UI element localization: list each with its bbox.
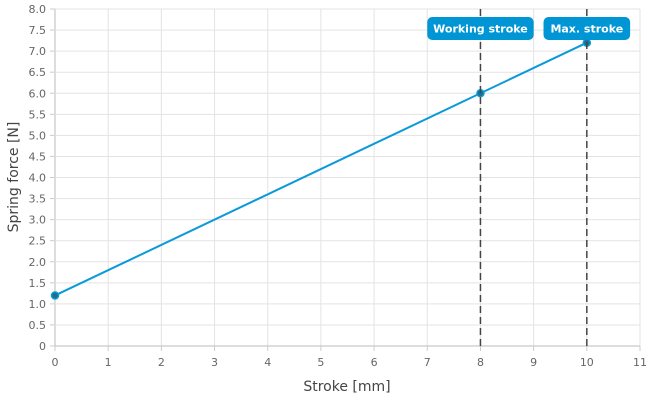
y-tick-label: 0 <box>39 340 46 353</box>
x-tick-label: 1 <box>105 356 112 369</box>
y-tick-label: 7.0 <box>29 45 47 58</box>
x-tick-label: 9 <box>530 356 537 369</box>
y-tick-label: 2.5 <box>29 235 47 248</box>
y-tick-label: 1.5 <box>29 277 47 290</box>
y-tick-label: 0.5 <box>29 319 47 332</box>
annotation-label: Max. stroke <box>550 23 623 36</box>
x-tick-label: 6 <box>371 356 378 369</box>
x-tick-label: 5 <box>317 356 324 369</box>
data-point <box>50 291 60 300</box>
y-tick-label: 5.0 <box>29 129 47 142</box>
y-tick-label: 4.0 <box>29 172 47 185</box>
x-tick-label: 2 <box>158 356 165 369</box>
x-tick-label: 3 <box>211 356 218 369</box>
y-axis-label: Spring force [N] <box>6 122 22 233</box>
annotation-badge <box>427 17 534 40</box>
y-tick-label: 5.5 <box>29 108 47 121</box>
y-tick-label: 4.5 <box>29 150 47 163</box>
x-tick-label: 10 <box>580 356 594 369</box>
y-tick-label: 8.0 <box>29 3 47 16</box>
y-tick-label: 2.0 <box>29 256 47 269</box>
x-tick-label: 8 <box>477 356 484 369</box>
y-tick-label: 6.0 <box>29 87 47 100</box>
annotation-badge <box>543 17 631 40</box>
y-tick-label: 3.0 <box>29 214 47 227</box>
y-tick-label: 6.5 <box>29 66 47 79</box>
x-tick-label: 7 <box>424 356 431 369</box>
x-tick-label: 11 <box>633 356 647 369</box>
y-tick-label: 3.5 <box>29 193 47 206</box>
x-tick-label: 4 <box>264 356 271 369</box>
x-tick-label: 0 <box>52 356 59 369</box>
annotation-label: Working stroke <box>433 23 528 36</box>
x-axis-label: Stroke [mm] <box>303 379 390 395</box>
y-tick-label: 1.0 <box>29 298 47 311</box>
y-tick-label: 7.5 <box>29 24 47 37</box>
